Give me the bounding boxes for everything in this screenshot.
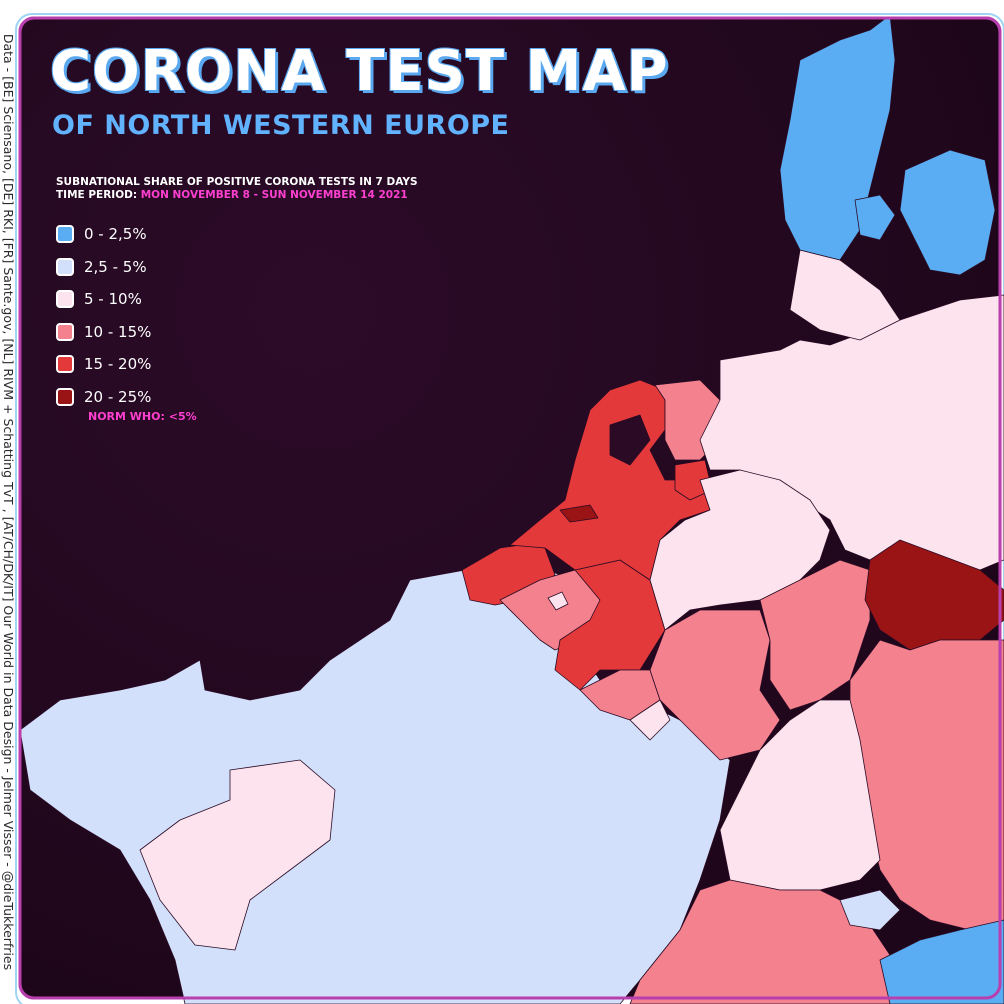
legend-label: 2,5 - 5%	[84, 257, 147, 276]
region-liechtenstein-area	[839, 889, 901, 931]
region-austria	[879, 919, 1004, 1004]
legend-label: 15 - 20%	[84, 355, 152, 374]
legend-item: 15 - 20%	[56, 348, 151, 381]
legend-swatch-0-2.5	[56, 225, 74, 244]
legend-item: 10 - 15%	[56, 316, 151, 349]
legend-item: 20 - 25%	[56, 381, 151, 414]
frame-outline	[15, 13, 1004, 1004]
legend-swatch-15-20	[56, 355, 74, 374]
period-label: TIME PERIOD:	[56, 189, 138, 201]
region-brussels	[547, 591, 569, 611]
legend-label: 5 - 10%	[84, 290, 142, 309]
map-title: CORONA TEST MAP	[50, 39, 669, 104]
norm-who-note: NORM WHO: <5%	[88, 410, 197, 423]
region-zeeland	[559, 504, 599, 523]
map-subtitle: OF NORTH WESTERN EUROPE	[52, 110, 510, 141]
legend-item: 5 - 10%	[56, 283, 151, 316]
legend-label: 10 - 15%	[84, 322, 152, 341]
legend-period: TIME PERIOD: MON NOVEMBER 8 - SUN NOVEMB…	[56, 189, 418, 202]
region-netherlands-west	[509, 379, 711, 581]
region-baden-wurttemberg	[719, 699, 881, 891]
period-value: MON NOVEMBER 8 - SUN NOVEMBER 14 2021	[140, 189, 408, 201]
legend-item: 0 - 2,5%	[56, 218, 151, 251]
legend-label: 20 - 25%	[84, 387, 152, 406]
region-gelderland	[674, 459, 713, 501]
region-pays-de-la-loire	[139, 759, 336, 951]
region-denmark-funen	[854, 194, 896, 241]
legend-swatch-10-15	[56, 322, 74, 341]
legend-label: 0 - 2,5%	[84, 225, 147, 244]
region-denmark-islands	[899, 149, 996, 276]
region-schleswig	[789, 249, 901, 341]
legend-swatch-5-10	[56, 290, 74, 309]
region-saarland-area	[629, 699, 671, 741]
legend-item: 2,5 - 5%	[56, 251, 151, 284]
legend: 0 - 2,5% 2,5 - 5% 5 - 10% 10 - 15% 15 - …	[56, 218, 151, 413]
legend-heading-line: SUBNATIONAL SHARE OF POSITIVE CORONA TES…	[56, 176, 418, 188]
region-ijsselmeer	[609, 414, 651, 466]
region-thuringia	[864, 539, 1004, 651]
legend-heading: SUBNATIONAL SHARE OF POSITIVE CORONA TES…	[56, 176, 418, 202]
legend-swatch-20-25	[56, 387, 74, 406]
legend-swatch-2.5-5	[56, 257, 74, 276]
